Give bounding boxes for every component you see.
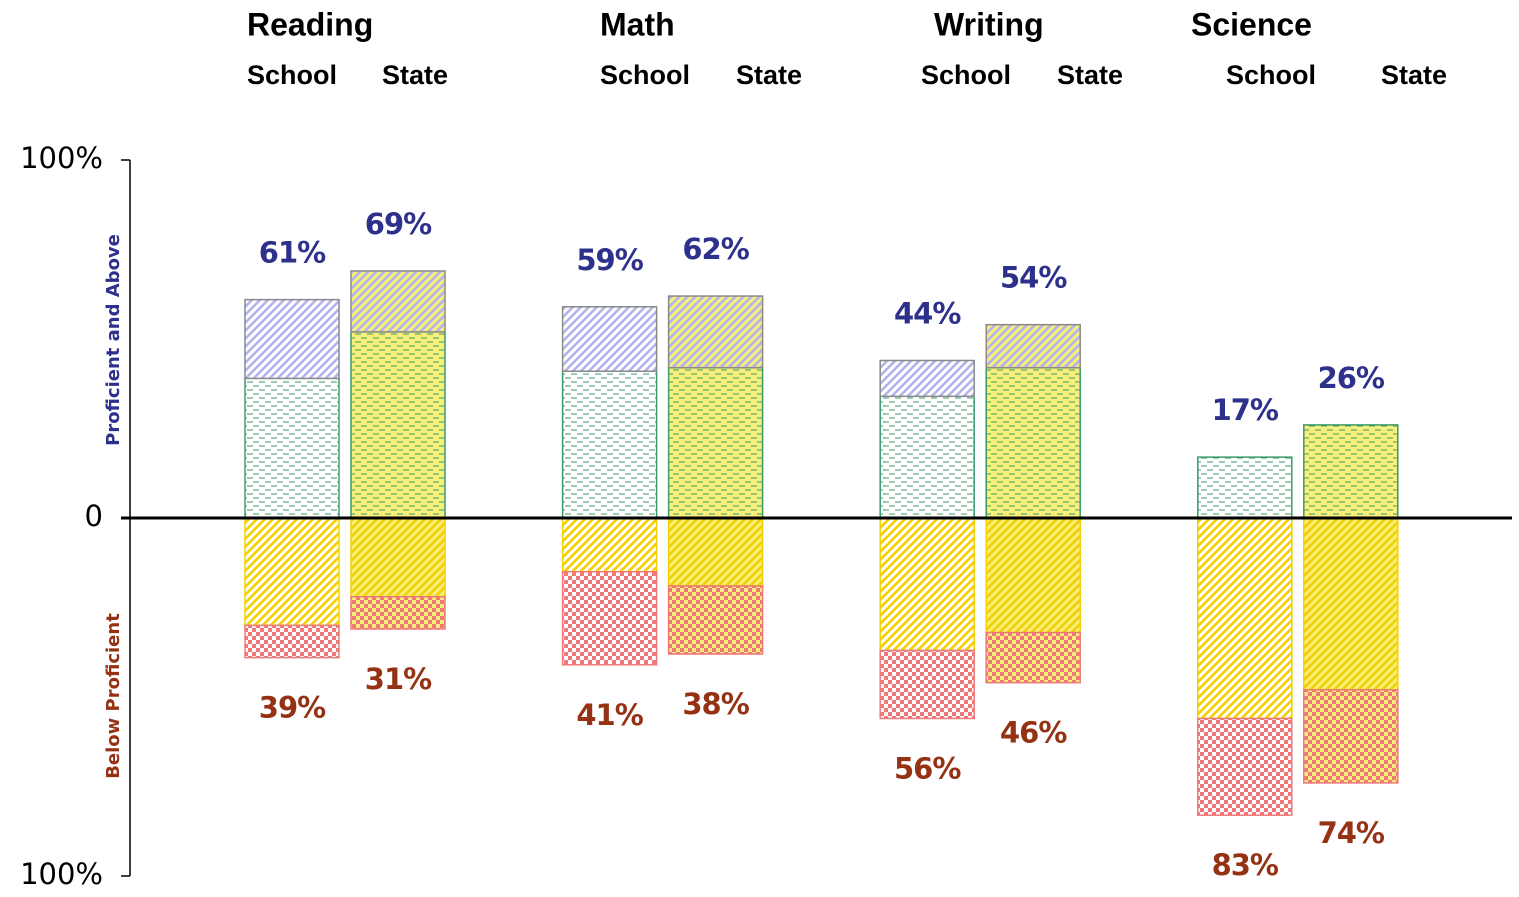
bar-segment [667, 585, 764, 655]
bar-segment [879, 359, 975, 398]
total-label: 26% [1318, 361, 1385, 395]
total-label: 62% [682, 232, 749, 266]
bar-segment [879, 649, 975, 720]
bar-label: State [1381, 60, 1447, 90]
bar-segment [985, 366, 1081, 519]
bar-label: School [1226, 60, 1316, 90]
bar-segment [350, 331, 446, 519]
bar-label: State [736, 60, 802, 90]
total-label: 31% [365, 662, 432, 696]
bar-label: School [247, 60, 337, 90]
y-tick-label: 100% [20, 857, 103, 891]
bar-segment [244, 377, 340, 519]
bar-segment [667, 295, 764, 369]
bar-segment [350, 517, 446, 598]
bar-segment [1303, 517, 1399, 691]
total-label: 44% [894, 296, 961, 330]
y-tick-label: 100% [20, 141, 103, 175]
total-label: 41% [576, 698, 643, 732]
bar-label: School [600, 60, 690, 90]
bar-segment [350, 270, 446, 333]
bar-segment [985, 517, 1081, 634]
total-label: 46% [1000, 716, 1067, 750]
bar-label: State [1057, 60, 1123, 90]
bar-segment [561, 570, 658, 666]
bar-segment [879, 517, 975, 652]
total-label: 74% [1318, 816, 1385, 850]
bar-label: School [921, 60, 1011, 90]
total-label: 61% [259, 236, 326, 270]
bar-segment [561, 517, 658, 573]
total-label: 54% [1000, 261, 1067, 295]
bar-segment [1197, 717, 1293, 816]
bar-segment [244, 624, 340, 659]
bar-segment [985, 631, 1081, 684]
bar-segment [985, 323, 1081, 369]
bar-segment [1303, 689, 1399, 784]
total-label: 17% [1212, 393, 1279, 427]
y-axis-label: Proficient and Above [103, 234, 124, 446]
bar-segment [561, 370, 658, 519]
group-title: Science [1191, 6, 1312, 42]
total-label: 38% [682, 687, 749, 721]
bar-segment [1197, 517, 1293, 720]
bar-segment [667, 517, 764, 587]
bar-segment [561, 306, 658, 372]
y-axis-label: Below Proficient [103, 613, 124, 779]
group-title: Writing [934, 6, 1044, 42]
bar-segment [667, 366, 764, 519]
bar-segment [1303, 424, 1399, 519]
bar-segment [244, 298, 340, 380]
total-label: 59% [576, 243, 643, 277]
y-tick-label: 0 [85, 499, 103, 533]
bar-label: State [382, 60, 448, 90]
total-label: 56% [894, 751, 961, 785]
total-label: 83% [1212, 848, 1279, 882]
bar-segment [1197, 456, 1293, 519]
group-title: Reading [247, 6, 373, 42]
bar-segment [350, 596, 446, 630]
total-label: 39% [259, 691, 326, 725]
bar-segment [879, 395, 975, 519]
group-title: Math [600, 6, 675, 42]
total-label: 69% [365, 207, 432, 241]
bar-segment [244, 517, 340, 627]
